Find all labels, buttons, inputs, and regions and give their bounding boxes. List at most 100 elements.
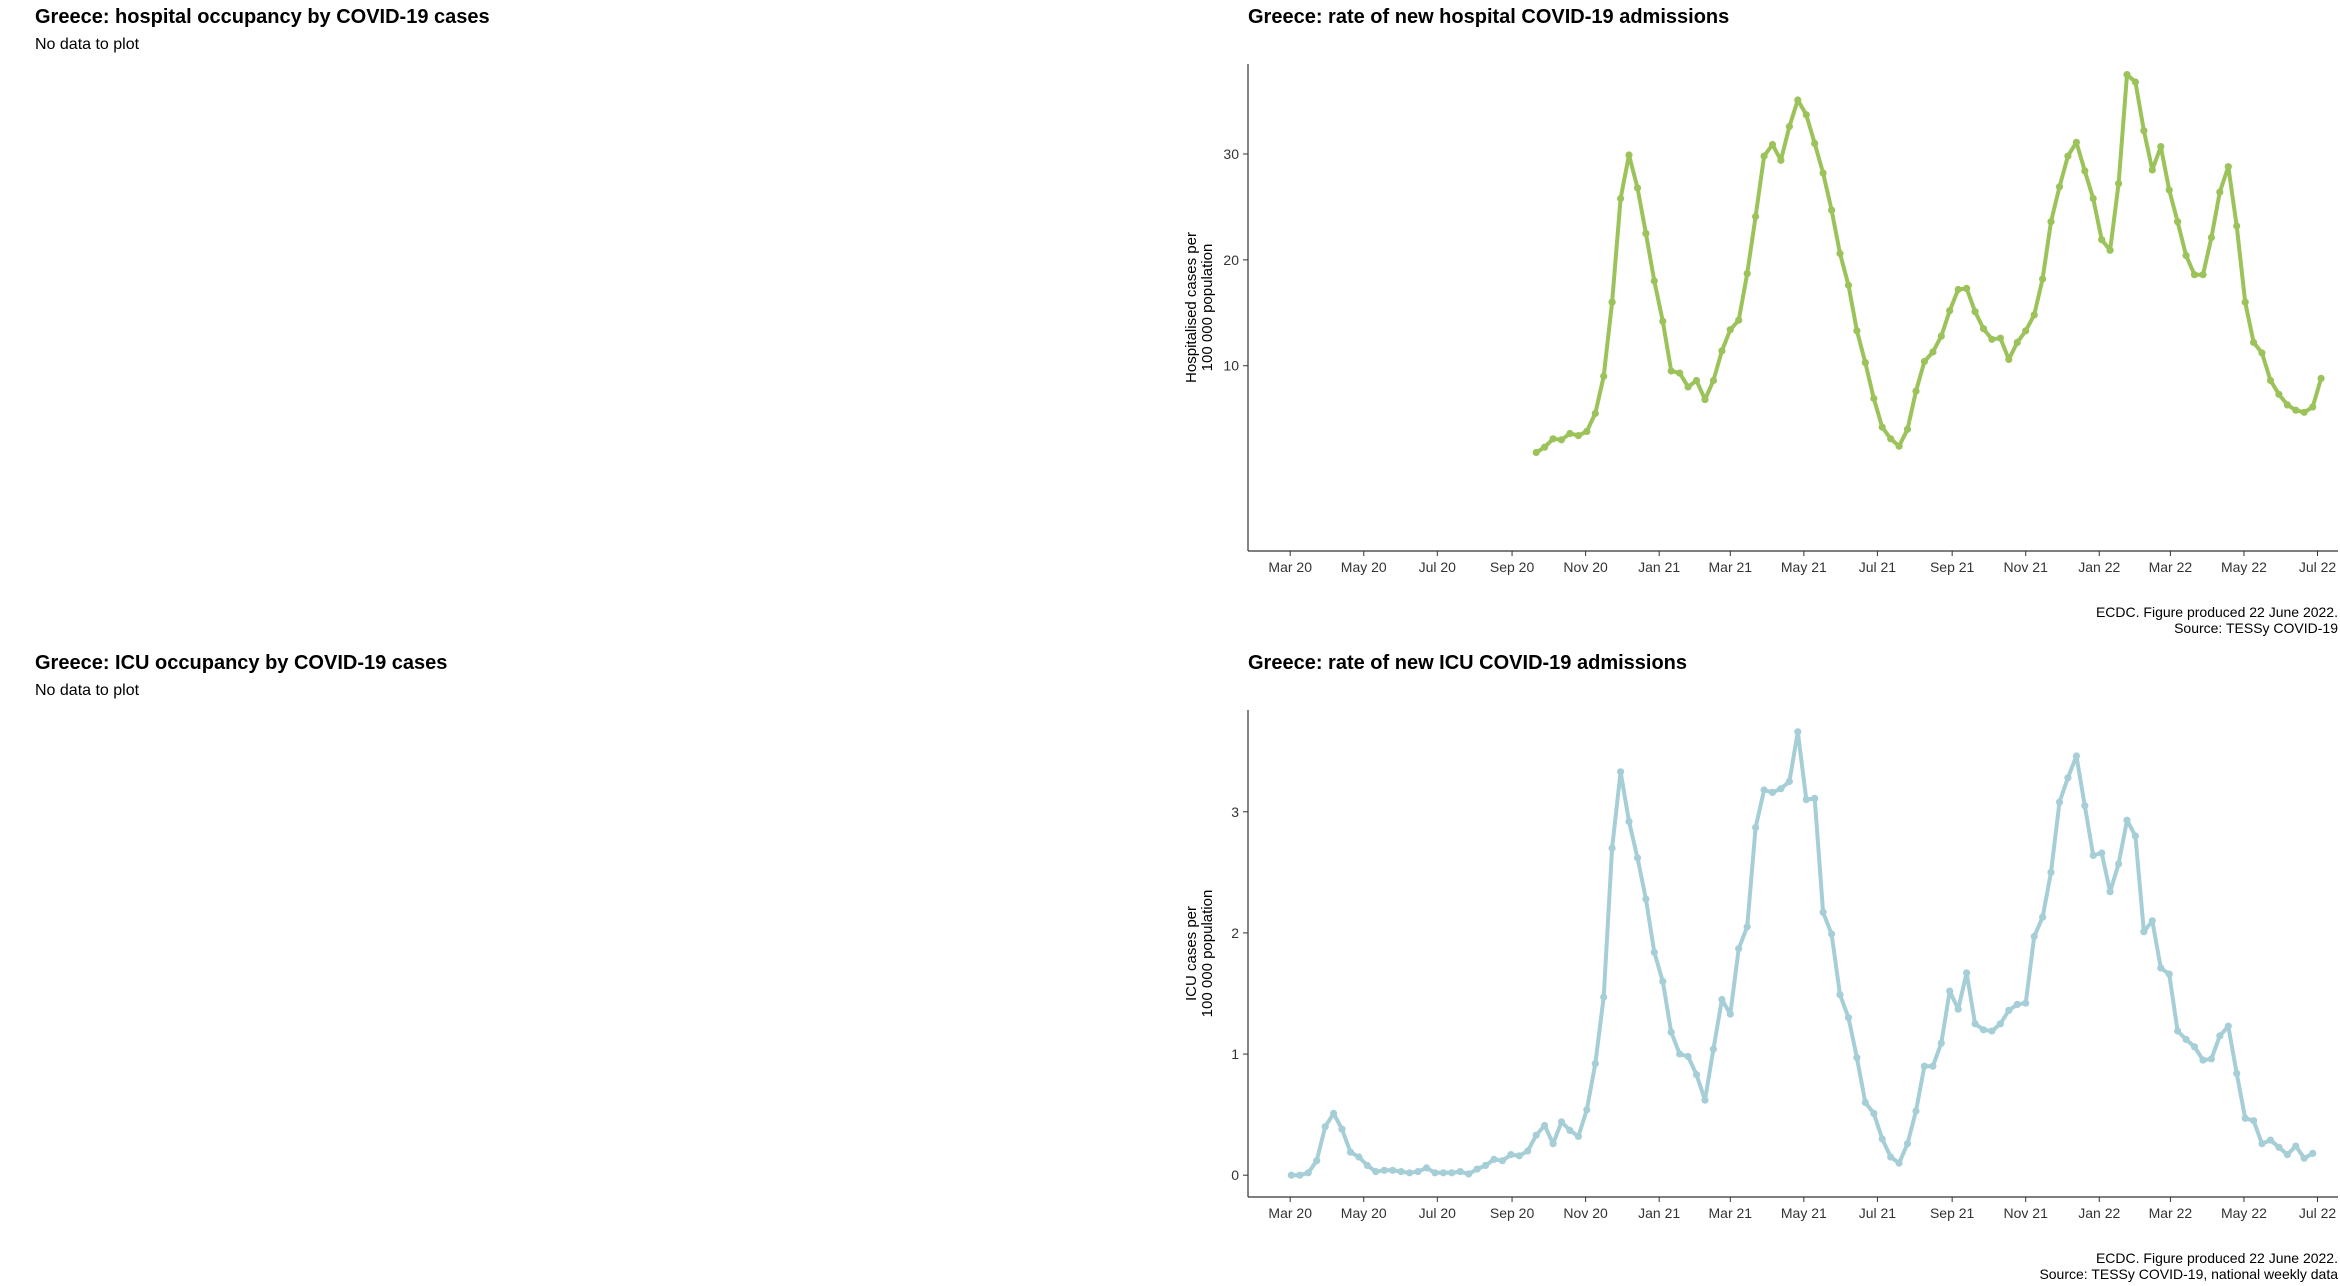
data-point [2030, 311, 2038, 319]
x-tick-label: May 20 [1341, 1205, 1387, 1221]
data-point [1591, 1060, 1599, 1068]
data-point [1777, 156, 1785, 164]
data-point [1971, 308, 1979, 316]
data-point [2174, 218, 2182, 226]
data-point [1532, 1131, 1540, 1139]
data-point [1988, 335, 1996, 343]
data-point [1937, 332, 1945, 340]
data-point [1549, 435, 1557, 443]
data-point [1996, 1020, 2004, 1028]
data-point [2022, 327, 2030, 335]
data-point [2317, 374, 2325, 382]
x-tick-label: Mar 22 [2149, 559, 2193, 575]
data-point [1330, 1109, 1338, 1117]
data-point [2216, 1032, 2224, 1040]
data-point [1304, 1169, 1312, 1177]
data-point [1954, 285, 1962, 294]
data-point [2241, 1114, 2249, 1122]
data-point [2283, 401, 2291, 409]
data-point [1743, 270, 1751, 278]
data-point [2013, 1000, 2021, 1009]
y-tick-label: 20 [1223, 252, 1239, 268]
data-point [1819, 908, 1827, 916]
data-point [2300, 1154, 2308, 1162]
data-point [2072, 138, 2080, 146]
x-tick-label: May 22 [2221, 559, 2267, 575]
data-point [2266, 376, 2275, 385]
data-point [2148, 166, 2156, 174]
data-point [1617, 768, 1625, 776]
x-tick-label: Nov 20 [1563, 1205, 1608, 1221]
data-point [1903, 1140, 1912, 1148]
data-point [1608, 298, 1616, 306]
data-point [1372, 1168, 1380, 1176]
data-point [2216, 188, 2224, 196]
x-tick-label: Mar 22 [2149, 1205, 2193, 1221]
data-point [1642, 229, 1650, 237]
data-point [1439, 1169, 1447, 1177]
data-point [1946, 307, 1954, 315]
data-point [1912, 387, 1920, 395]
data-point [1659, 977, 1667, 986]
data-point [2250, 338, 2258, 346]
data-point [2182, 1035, 2190, 1044]
data-point [2309, 1149, 2317, 1157]
data-point [1802, 796, 1810, 804]
x-tick-label: Jul 20 [1419, 559, 1457, 575]
hospital-occupancy-title: Greece: hospital occupancy by COVID-19 c… [35, 6, 490, 28]
data-point [1541, 1121, 1549, 1130]
data-point [2258, 1140, 2266, 1148]
data-point [1524, 1147, 1532, 1155]
data-point [2165, 970, 2173, 978]
x-tick-label: Sep 21 [1930, 1205, 1975, 1221]
data-point [1937, 1039, 1945, 1047]
data-point [2207, 1055, 2215, 1063]
data-point [2081, 167, 2089, 175]
x-tick-label: Mar 21 [1709, 559, 1753, 575]
data-point [1414, 1168, 1422, 1176]
data-point [1363, 1161, 1371, 1170]
series-line [1291, 729, 2314, 1178]
data-point [1963, 284, 1971, 292]
y-tick-label: 0 [1231, 1167, 1239, 1183]
data-point [2022, 999, 2030, 1007]
data-point [2140, 928, 2148, 936]
y-axis-label-line1: Hospitalised cases per [1183, 232, 1200, 383]
x-tick-label: Jul 21 [1859, 559, 1897, 575]
data-point [2064, 774, 2072, 782]
data-point [1684, 383, 1692, 391]
data-point [2039, 913, 2047, 921]
data-point [2123, 816, 2131, 824]
data-point [1676, 369, 1684, 377]
data-point [2300, 408, 2308, 416]
x-tick-label: Sep 20 [1490, 1205, 1535, 1221]
data-point [1574, 432, 1582, 440]
data-point [1422, 1164, 1431, 1172]
data-point [1920, 357, 1928, 366]
x-tick-label: Mar 21 [1709, 1205, 1753, 1221]
data-point [2106, 246, 2114, 254]
data-point [1996, 334, 2004, 342]
data-point [2190, 1043, 2199, 1051]
data-point [1811, 139, 1819, 147]
x-tick-label: May 21 [1781, 559, 1827, 575]
x-tick-label: Jul 20 [1419, 1205, 1457, 1221]
data-point [2199, 271, 2207, 279]
x-tick-label: May 21 [1781, 1205, 1827, 1221]
data-point [1844, 1014, 1853, 1022]
x-tick-label: Sep 21 [1930, 559, 1975, 575]
hospital-admissions-title: Greece: rate of new hospital COVID-19 ad… [1248, 6, 1730, 28]
data-point [1642, 895, 1650, 903]
data-point [2047, 218, 2055, 226]
y-tick-label: 1 [1231, 1046, 1239, 1062]
data-point [1667, 1028, 1675, 1036]
data-point [2258, 349, 2266, 357]
data-point [1709, 376, 1717, 385]
data-point [1912, 1107, 1920, 1115]
data-point [1895, 442, 1903, 450]
data-point [2055, 798, 2064, 806]
data-point [1878, 1135, 1886, 1143]
data-point [1752, 212, 1760, 221]
data-point [1735, 945, 1743, 953]
data-point [1929, 1062, 1937, 1070]
